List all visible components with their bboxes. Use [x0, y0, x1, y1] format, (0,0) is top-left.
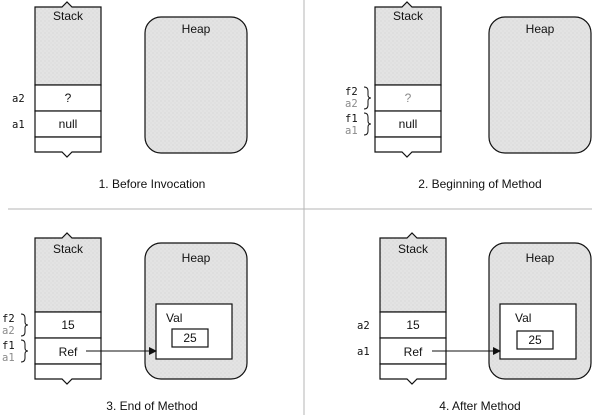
stack-slot-value: null	[399, 117, 418, 131]
stack-slot-value: Ref	[59, 345, 78, 359]
stack-bottom	[34, 363, 102, 385]
panel-caption: 2. Beginning of Method	[418, 177, 541, 191]
brace	[20, 313, 29, 337]
stack-slot-f1-a1	[34, 337, 102, 365]
stack-slot-a1	[34, 110, 102, 138]
var-label: a1	[357, 346, 370, 358]
panel-caption: 4. After Method	[439, 399, 520, 413]
stack-slot-value: ?	[405, 91, 412, 105]
var-label: f1	[345, 113, 358, 125]
heap-object-value: 25	[528, 333, 542, 347]
var-label: f2	[2, 313, 15, 325]
stack-slot-value: Ref	[404, 345, 423, 359]
var-label: f1	[2, 340, 15, 352]
heap-label: Heap	[526, 22, 555, 36]
heap-object-label: Val	[515, 311, 531, 325]
stack-label: Stack	[393, 9, 424, 23]
var-label: a1	[345, 125, 358, 137]
stack-slot-value: 15	[61, 318, 75, 332]
stack-label: Stack	[53, 9, 84, 23]
heap-object-value-box	[171, 328, 209, 348]
brace	[363, 86, 372, 110]
heap-region	[144, 16, 248, 154]
panel-after-method: Stack 15 Ref a2 a1 Heap Val 25 4. After …	[357, 232, 592, 413]
stack-bottom	[379, 363, 447, 385]
var-label: a2	[357, 320, 370, 332]
var-label: a1	[2, 352, 15, 364]
brace	[363, 112, 372, 136]
heap-object-value: 25	[183, 331, 197, 345]
heap-label: Heap	[182, 251, 211, 265]
stack-bottom	[374, 136, 442, 158]
var-label: a2	[345, 98, 358, 110]
stack-label: Stack	[398, 242, 429, 256]
panel-before-invocation: Stack ? null a2 a1 Heap 1. Before Invoca…	[12, 1, 248, 191]
heap-object-label: Val	[166, 311, 182, 325]
var-label: a2	[12, 93, 25, 105]
stack-label: Stack	[53, 242, 84, 256]
var-label: a1	[12, 119, 25, 131]
stack-slot-value: null	[59, 117, 78, 131]
panel-caption: 3. End of Method	[106, 399, 197, 413]
heap-label: Heap	[526, 251, 555, 265]
stack-slot-a2	[34, 84, 102, 112]
panel-caption: 1. Before Invocation	[99, 177, 206, 191]
stack-slot-f2-a2	[34, 311, 102, 339]
panel-beginning-of-method: Stack ? null f2 a2 f1 a1 Heap 2. Beginni…	[345, 1, 592, 191]
stack-slot-value: ?	[65, 91, 72, 105]
brace	[20, 339, 29, 363]
heap-label: Heap	[182, 22, 211, 36]
var-label: a2	[2, 325, 15, 337]
panel-end-of-method: Stack 15 Ref f2 a2 f1 a1 Heap Val 25 3. …	[2, 232, 248, 413]
stack-bottom	[34, 136, 102, 158]
stack-slot-value: 15	[406, 318, 420, 332]
var-label: f2	[345, 86, 358, 98]
stack-slot-a2	[379, 311, 447, 339]
heap-object-value-box	[516, 330, 554, 350]
heap-region	[488, 16, 592, 154]
